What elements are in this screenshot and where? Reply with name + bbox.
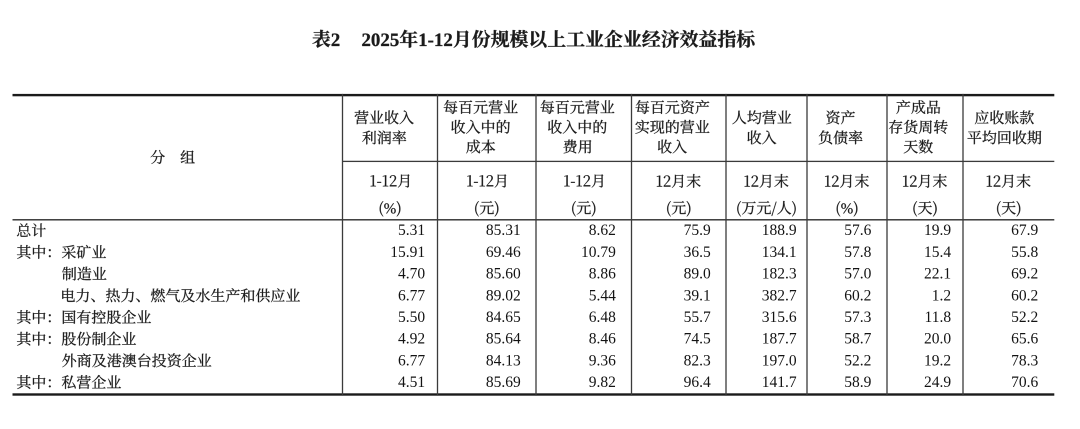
svg-text:70.6: 70.6 — [1011, 374, 1038, 391]
svg-text:55.7: 55.7 — [684, 309, 711, 326]
svg-text:55.8: 55.8 — [1011, 244, 1038, 261]
svg-text:69.2: 69.2 — [1011, 266, 1038, 283]
svg-text:6.77: 6.77 — [398, 352, 425, 369]
svg-text:84.65: 84.65 — [486, 309, 521, 326]
svg-text:5.31: 5.31 — [398, 222, 425, 239]
svg-text:24.9: 24.9 — [924, 374, 951, 391]
svg-text:84.13: 84.13 — [486, 352, 521, 369]
svg-text:8.62: 8.62 — [589, 222, 616, 239]
svg-text:382.7: 382.7 — [762, 287, 797, 304]
svg-text:19.2: 19.2 — [924, 352, 951, 369]
svg-text:65.6: 65.6 — [1011, 331, 1038, 348]
svg-text:89.0: 89.0 — [684, 266, 711, 283]
svg-text:85.31: 85.31 — [486, 222, 521, 239]
svg-text:85.69: 85.69 — [486, 374, 521, 391]
svg-text:85.64: 85.64 — [486, 331, 521, 348]
svg-text:60.2: 60.2 — [1011, 287, 1038, 304]
svg-text:11.8: 11.8 — [925, 309, 952, 326]
svg-text:19.9: 19.9 — [924, 222, 951, 239]
svg-text:182.3: 182.3 — [762, 266, 797, 283]
svg-text:20.0: 20.0 — [924, 331, 951, 348]
svg-text:15.91: 15.91 — [390, 244, 425, 261]
svg-text:188.9: 188.9 — [762, 222, 797, 239]
svg-text:85.60: 85.60 — [486, 266, 521, 283]
svg-text:96.4: 96.4 — [684, 374, 711, 391]
svg-text:58.7: 58.7 — [844, 331, 871, 348]
svg-text:22.1: 22.1 — [924, 266, 951, 283]
svg-text:60.2: 60.2 — [844, 287, 871, 304]
svg-text:15.4: 15.4 — [924, 244, 951, 261]
svg-text:8.86: 8.86 — [589, 266, 616, 283]
svg-text:57.0: 57.0 — [844, 266, 871, 283]
svg-text:4.51: 4.51 — [398, 374, 425, 391]
svg-text:67.9: 67.9 — [1011, 222, 1038, 239]
svg-text:36.5: 36.5 — [684, 244, 711, 261]
svg-text:4.70: 4.70 — [398, 266, 425, 283]
svg-text:57.8: 57.8 — [844, 244, 871, 261]
svg-text:9.36: 9.36 — [589, 352, 616, 369]
svg-text:187.7: 187.7 — [762, 331, 797, 348]
svg-text:52.2: 52.2 — [844, 352, 871, 369]
svg-text:6.48: 6.48 — [589, 309, 616, 326]
svg-text:6.77: 6.77 — [398, 287, 425, 304]
svg-text:197.0: 197.0 — [762, 352, 797, 369]
svg-text:134.1: 134.1 — [762, 244, 797, 261]
svg-text:141.7: 141.7 — [762, 374, 797, 391]
svg-text:4.92: 4.92 — [398, 331, 425, 348]
svg-text:74.5: 74.5 — [684, 331, 711, 348]
svg-text:5.50: 5.50 — [398, 309, 425, 326]
svg-text:39.1: 39.1 — [684, 287, 711, 304]
svg-text:9.82: 9.82 — [589, 374, 616, 391]
svg-text:5.44: 5.44 — [589, 287, 616, 304]
svg-text:315.6: 315.6 — [762, 309, 797, 326]
svg-text:8.46: 8.46 — [589, 331, 616, 348]
svg-text:1.2: 1.2 — [932, 287, 951, 304]
svg-text:82.3: 82.3 — [684, 352, 711, 369]
svg-text:75.9: 75.9 — [684, 222, 711, 239]
svg-text:57.6: 57.6 — [844, 222, 871, 239]
svg-text:69.46: 69.46 — [486, 244, 521, 261]
svg-text:10.79: 10.79 — [581, 244, 616, 261]
svg-text:57.3: 57.3 — [844, 309, 871, 326]
svg-text:58.9: 58.9 — [844, 374, 871, 391]
svg-text:52.2: 52.2 — [1011, 309, 1038, 326]
svg-text:78.3: 78.3 — [1011, 352, 1038, 369]
svg-text:89.02: 89.02 — [486, 287, 521, 304]
